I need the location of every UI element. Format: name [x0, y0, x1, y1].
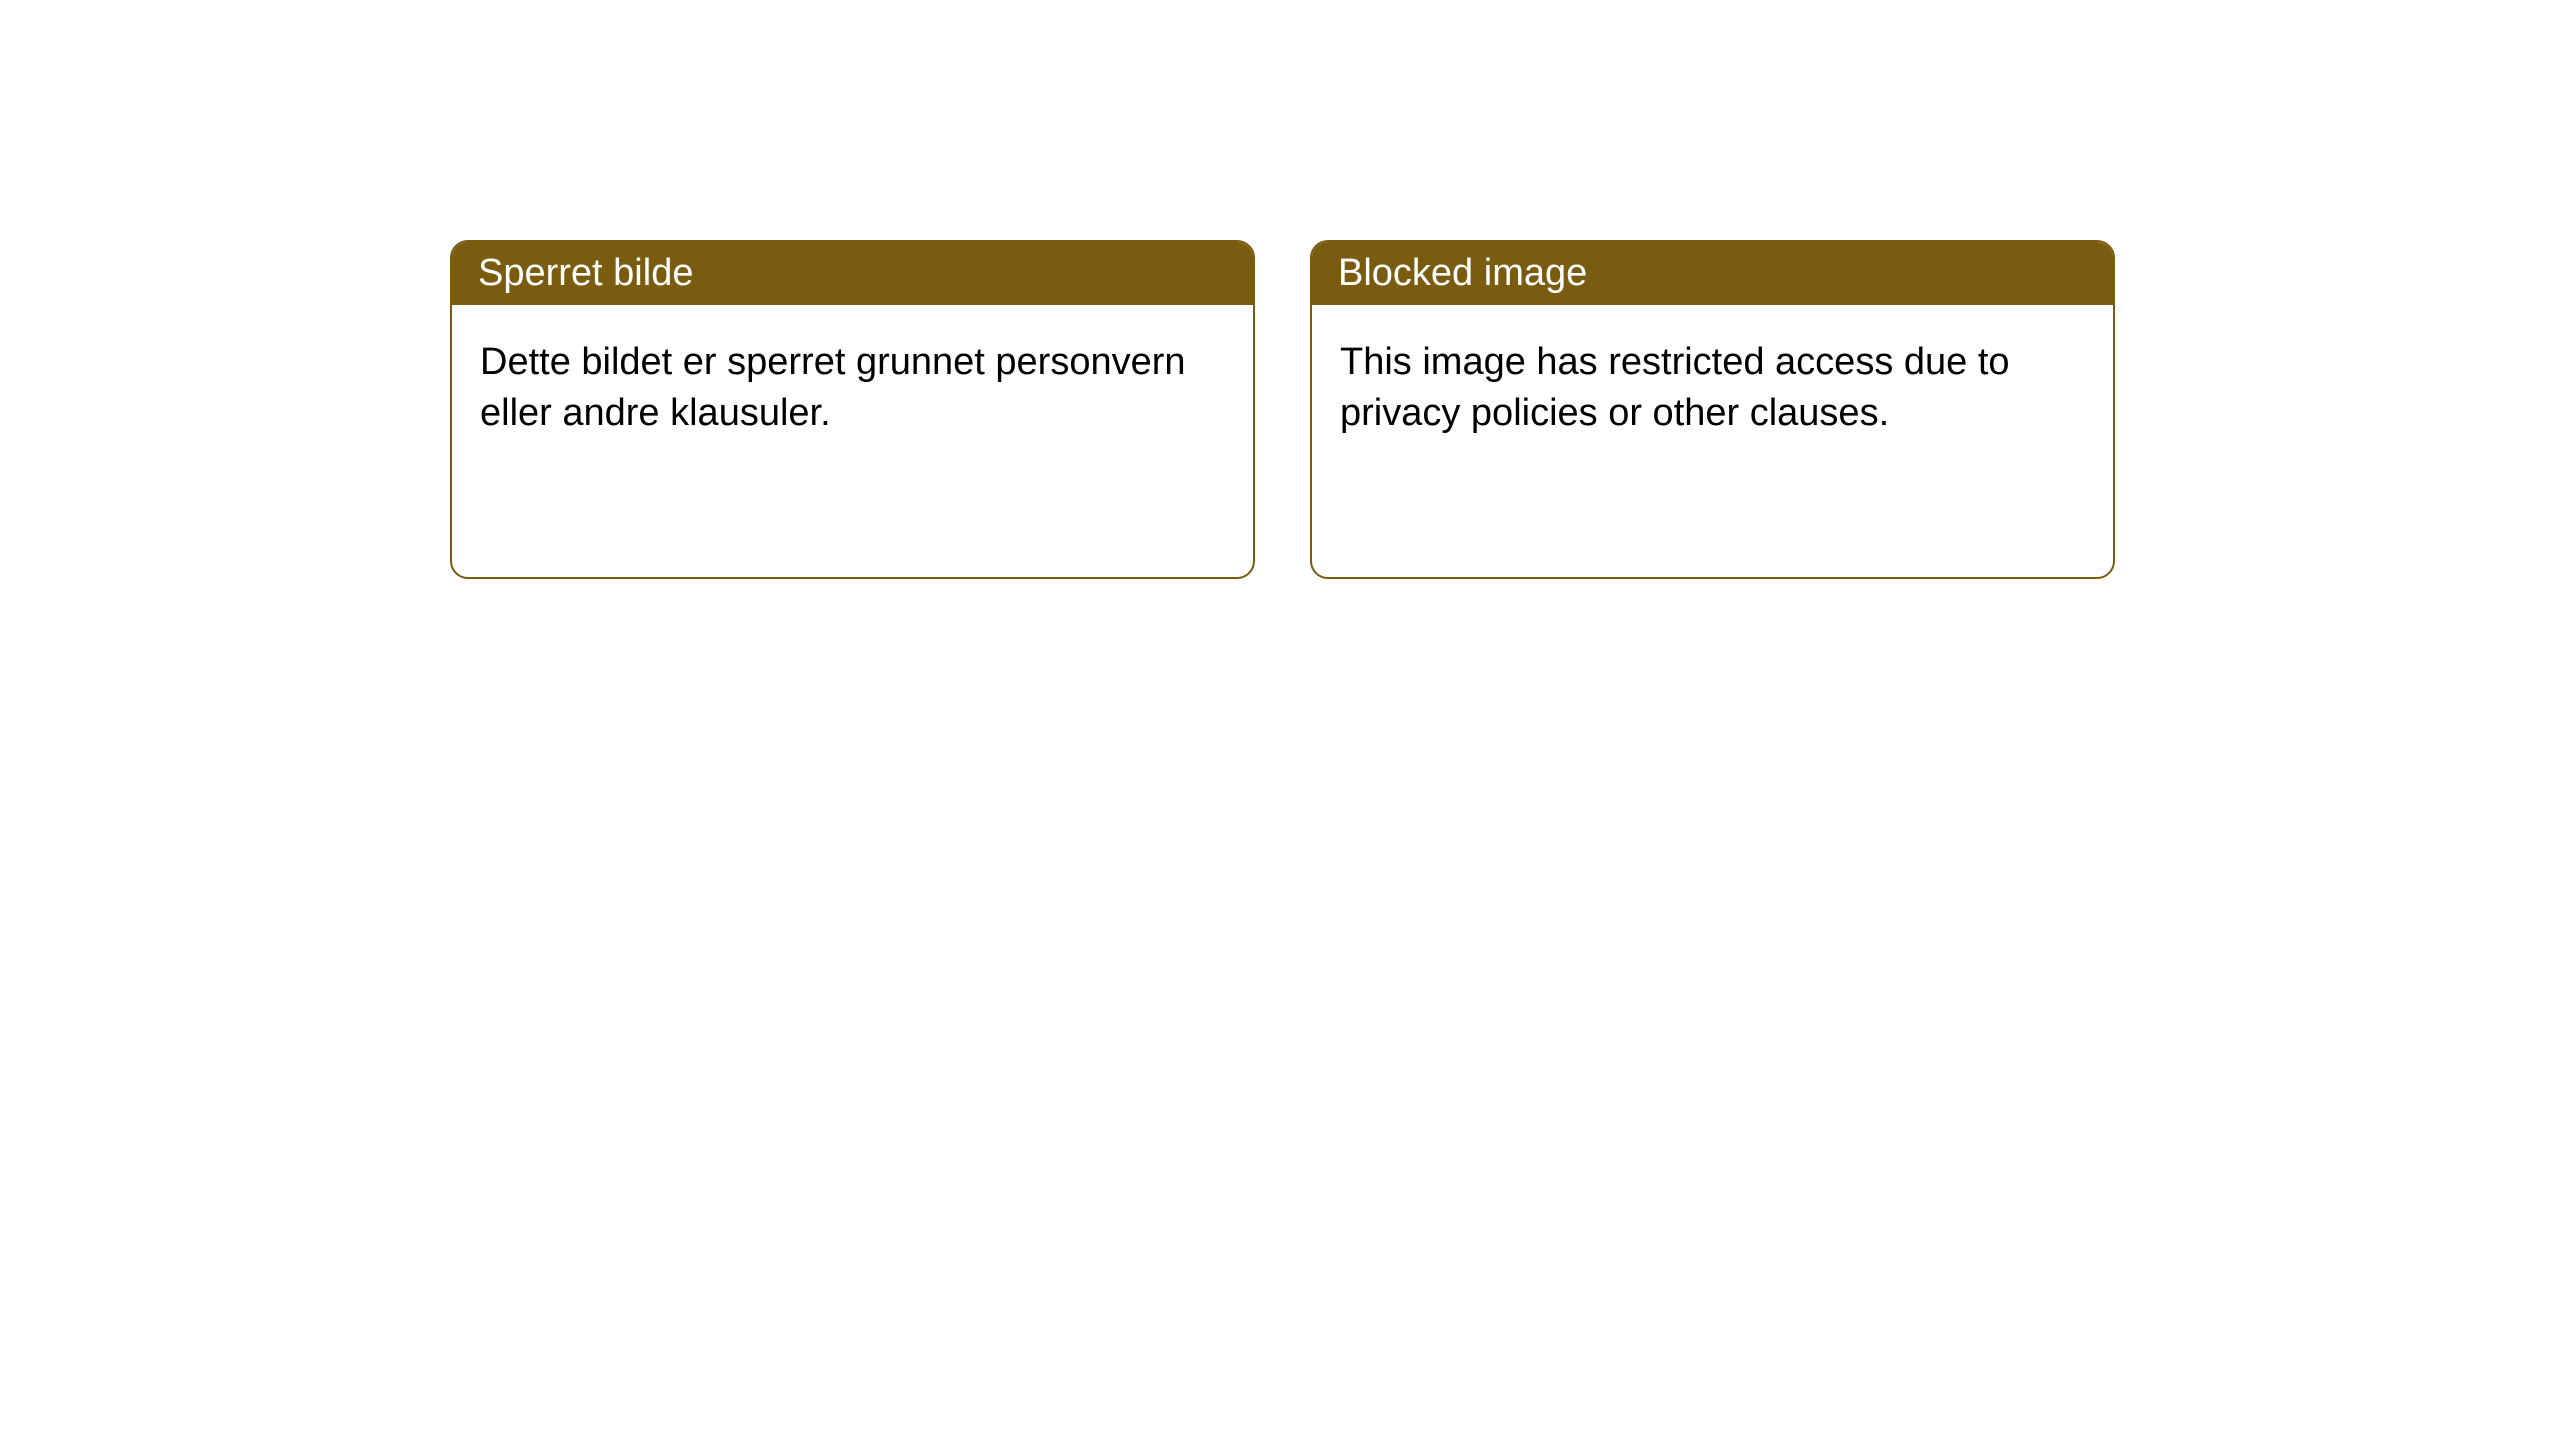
card-body-text: Dette bildet er sperret grunnet personve…	[480, 341, 1186, 434]
notice-cards-container: Sperret bilde Dette bildet er sperret gr…	[0, 0, 2560, 579]
card-header: Blocked image	[1312, 242, 2113, 305]
card-header: Sperret bilde	[452, 242, 1253, 305]
card-body: This image has restricted access due to …	[1312, 305, 2113, 577]
card-title: Blocked image	[1338, 252, 1587, 294]
card-title: Sperret bilde	[478, 252, 693, 294]
notice-card-english: Blocked image This image has restricted …	[1310, 240, 2115, 579]
notice-card-norwegian: Sperret bilde Dette bildet er sperret gr…	[450, 240, 1255, 579]
card-body: Dette bildet er sperret grunnet personve…	[452, 305, 1253, 577]
card-body-text: This image has restricted access due to …	[1340, 341, 2010, 434]
